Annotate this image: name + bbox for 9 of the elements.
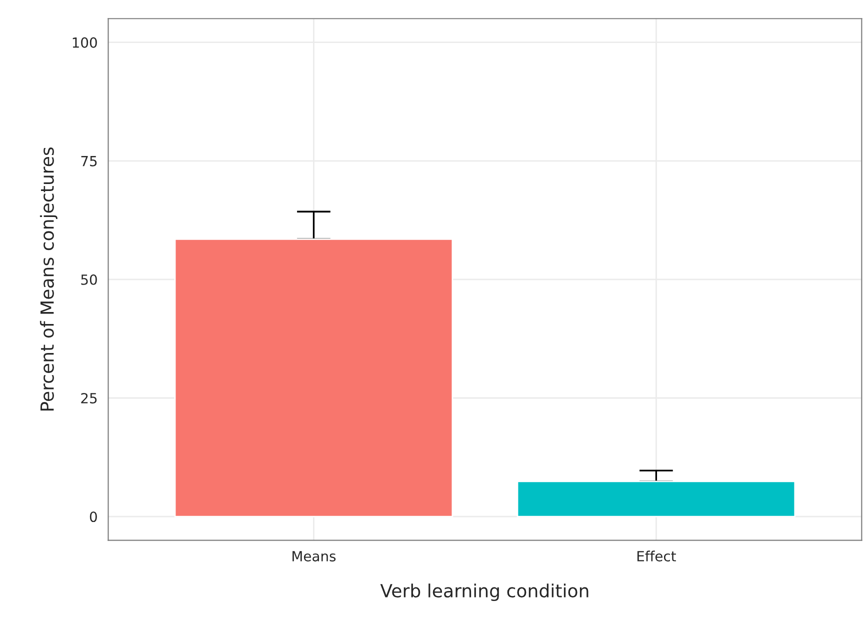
y-axis-title: Percent of Means conjectures [40, 148, 58, 411]
y-tick-label: 100 [72, 37, 97, 48]
y-tick-label: 50 [81, 274, 97, 285]
y-tick-label: 75 [81, 156, 97, 166]
x-axis-title: Verb learning condition [380, 584, 588, 602]
x-tick-label: Effect [637, 550, 676, 562]
x-tick-label: Means [292, 551, 336, 562]
y-tick-label: 0 [90, 512, 97, 522]
y-tick-label: 25 [81, 392, 97, 404]
